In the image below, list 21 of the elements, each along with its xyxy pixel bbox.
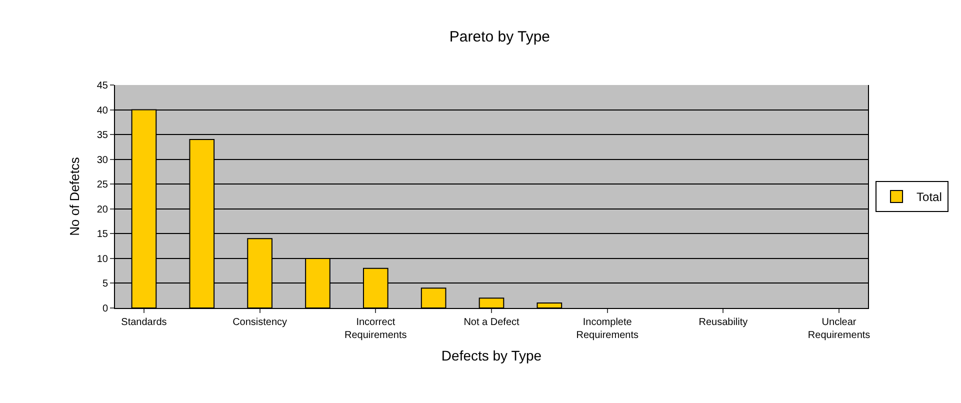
- x-tick-label: Unclear Requirements: [808, 317, 870, 341]
- x-tick-label: Consistency: [232, 317, 288, 328]
- x-tick-label: Incorrect Requirements: [344, 317, 407, 341]
- x-tick-label: Not a Defect: [464, 317, 520, 328]
- y-axis-title: No of Defetcs: [66, 156, 82, 236]
- y-tick-label: 20: [96, 204, 108, 216]
- x-tick-label: Incomplete Requirements: [576, 317, 638, 341]
- legend-label: Total: [916, 190, 942, 204]
- y-tick-label: 25: [96, 180, 108, 191]
- chart-title: Pareto by Type: [449, 28, 550, 46]
- y-tick-label: 10: [96, 254, 108, 265]
- y-tick-label: 45: [96, 80, 108, 92]
- y-tick-label: 5: [102, 278, 108, 290]
- y-tick-label: 15: [96, 229, 108, 240]
- x-axis-title: Defects by Type: [441, 347, 542, 364]
- y-tick-label: 0: [102, 304, 108, 314]
- x-tick-label: Reusability: [698, 317, 748, 328]
- x-tick-label: Standards: [121, 317, 167, 328]
- y-tick-label: 40: [96, 105, 108, 116]
- y-tick-label: 35: [96, 130, 108, 142]
- y-tick-label: 30: [96, 154, 108, 166]
